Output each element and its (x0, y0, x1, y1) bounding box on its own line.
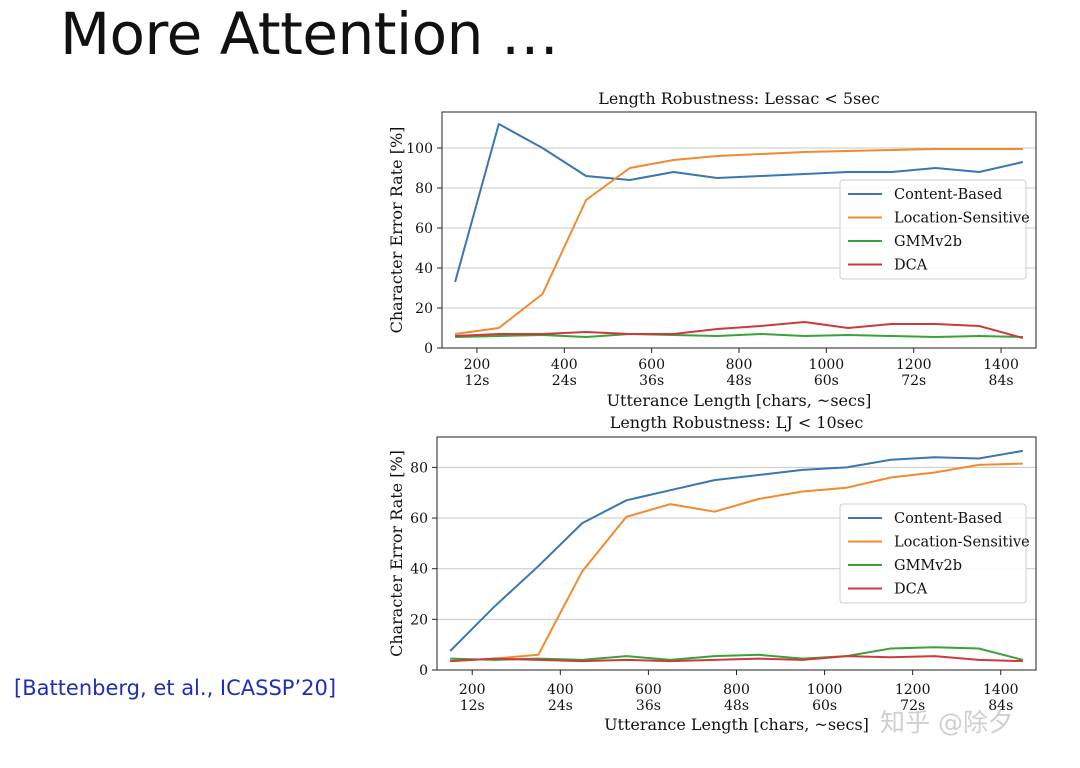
y-tick-label: 40 (415, 261, 433, 277)
x-tick-sublabel: 24s (552, 373, 577, 389)
y-tick-label: 60 (415, 221, 433, 237)
legend-label: DCA (894, 258, 928, 274)
x-tick-label: 800 (726, 357, 753, 373)
series-line-gmmv2b (455, 333, 1023, 338)
x-tick-sublabel: 48s (727, 373, 752, 389)
series-line-content-based (449, 449, 1023, 652)
y-tick-label: 60 (410, 511, 428, 527)
x-tick-sublabel: 84s (988, 698, 1013, 714)
x-tick-label: 1000 (807, 682, 843, 698)
y-tick-label: 0 (419, 663, 428, 679)
plot-frame (436, 436, 1037, 671)
y-axis-label: Character Error Rate [%] (387, 127, 406, 334)
x-axis-label: Utterance Length [chars, ~secs] (607, 391, 872, 410)
x-tick-label: 400 (551, 357, 578, 373)
x-tick-sublabel: 36s (639, 373, 664, 389)
plot-frame (441, 111, 1037, 349)
y-tick-label: 20 (410, 612, 428, 628)
x-tick-label: 1400 (983, 357, 1019, 373)
x-tick-sublabel: 36s (636, 698, 661, 714)
y-tick-label: 80 (415, 181, 433, 197)
y-tick-label: 40 (410, 562, 428, 578)
x-tick-sublabel: 84s (989, 373, 1014, 389)
y-axis-label: Character Error Rate [%] (387, 450, 406, 657)
x-tick-sublabel: 24s (548, 698, 573, 714)
y-tick-label: 100 (406, 141, 433, 157)
y-tick-label: 80 (410, 460, 428, 476)
y-tick-label: 0 (424, 341, 433, 357)
legend-label: GMMv2b (894, 234, 962, 250)
legend-label: GMMv2b (894, 558, 962, 574)
x-tick-label: 1200 (896, 357, 932, 373)
x-tick-label: 1200 (895, 682, 931, 698)
legend-label: DCA (894, 582, 928, 598)
x-tick-sublabel: 48s (724, 698, 749, 714)
watermark-text: 知乎 @除夕 (880, 708, 1013, 737)
series-line-gmmv2b (450, 646, 1024, 661)
x-tick-sublabel: 12s (464, 373, 489, 389)
y-tick-label: 20 (415, 301, 433, 317)
legend-label: Location-Sensitive (894, 211, 1030, 227)
x-tick-label: 200 (464, 357, 491, 373)
x-tick-sublabel: 60s (812, 698, 837, 714)
series-line-location-sensitive (450, 462, 1023, 663)
legend-label: Location-Sensitive (894, 535, 1030, 551)
x-tick-label: 800 (723, 682, 750, 698)
x-axis-label: Utterance Length [chars, ~secs] (604, 715, 869, 734)
chart-title: Length Robustness: Lessac < 5sec (598, 89, 879, 108)
x-tick-sublabel: 72s (900, 698, 925, 714)
legend-label: Content-Based (894, 187, 1002, 203)
citation-text[interactable]: [Battenberg, et al., ICASSP’20] (14, 676, 337, 700)
chart-title: Length Robustness: LJ < 10sec (610, 413, 864, 432)
x-tick-sublabel: 60s (814, 373, 839, 389)
x-tick-label: 200 (459, 682, 486, 698)
x-tick-label: 1000 (809, 357, 845, 373)
x-tick-label: 600 (638, 357, 665, 373)
series-line-content-based (454, 123, 1024, 283)
legend-box (839, 503, 1027, 604)
slide-title: More Attention … (60, 0, 559, 68)
legend-label: Content-Based (894, 511, 1002, 527)
x-tick-sublabel: 12s (460, 698, 485, 714)
legend-box (839, 179, 1027, 280)
series-line-dca (455, 321, 1024, 339)
series-line-dca (450, 655, 1023, 663)
x-tick-sublabel: 72s (901, 373, 926, 389)
x-tick-label: 600 (635, 682, 662, 698)
x-tick-label: 1400 (983, 682, 1019, 698)
series-line-location-sensitive (454, 148, 1023, 335)
x-tick-label: 400 (547, 682, 574, 698)
